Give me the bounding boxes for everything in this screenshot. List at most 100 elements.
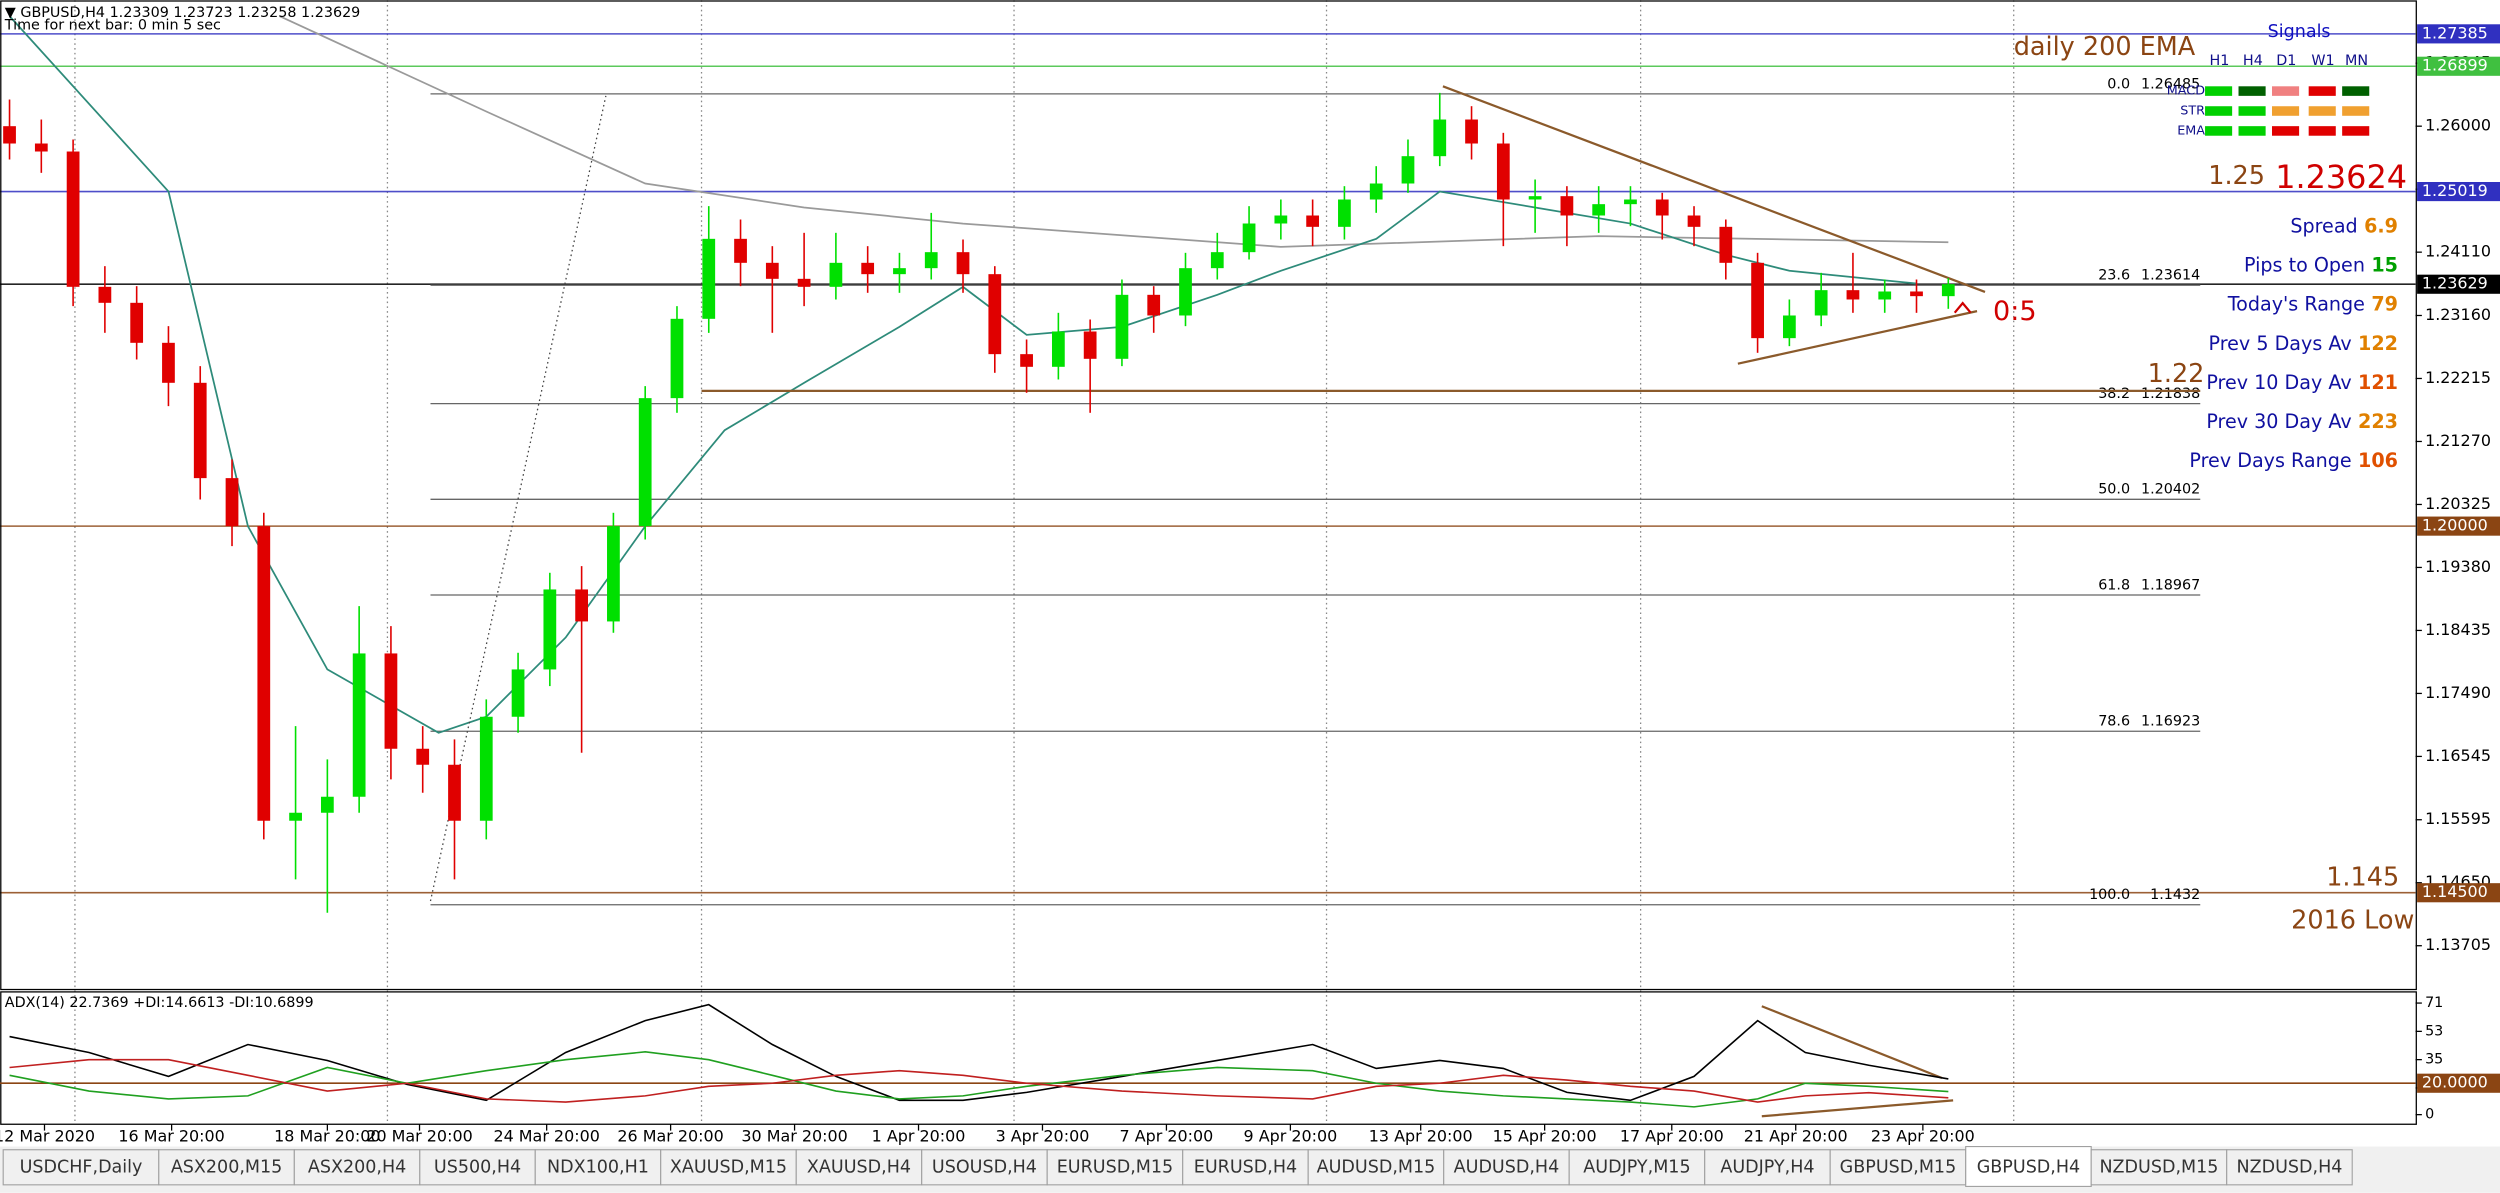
fib-price: 1.16923 — [2141, 714, 2200, 730]
candle-body — [893, 268, 906, 275]
price-label: 1.14500 — [2422, 882, 2488, 901]
y-tick-label: 1.18435 — [2425, 620, 2491, 639]
signal-cell — [2272, 86, 2300, 96]
candle-body — [1910, 291, 1923, 297]
tab-label[interactable]: NZDUSD,H4 — [2237, 1157, 2343, 1177]
candle-body — [670, 318, 684, 399]
stat: Today's Range 79 — [2227, 292, 2398, 315]
candle-body — [66, 151, 80, 287]
stats-panel: Spread 6.9 Pips to Open 15 Today's Range 79 Pr… — [2189, 214, 2398, 471]
stat-label: Prev 10 Day Av — [2206, 370, 2351, 393]
tab[interactable] — [1443, 1149, 1570, 1186]
price-label: 1.25019 — [2422, 181, 2488, 200]
candle-body — [1941, 284, 1955, 297]
stat-label: Prev Days Range — [2189, 448, 2351, 471]
close-price: 1.23629 — [301, 5, 360, 21]
candle-body — [1846, 290, 1860, 300]
tab[interactable] — [1829, 1149, 1967, 1186]
trend-lines — [429, 85, 2201, 1118]
candle-body — [511, 669, 525, 717]
x-tick-label: 26 Mar 20:00 — [617, 1126, 723, 1145]
fib-price: 1.1432 — [2150, 887, 2200, 903]
tab[interactable] — [1965, 1146, 2092, 1187]
x-tick-label: 23 Apr 20:00 — [1871, 1126, 1975, 1145]
signal-cell — [2308, 106, 2336, 116]
high-price: 1.23723 — [173, 5, 232, 21]
tab-label[interactable]: AUDJPY,H4 — [1720, 1157, 1814, 1177]
candle-body — [1179, 268, 1192, 316]
tab[interactable] — [1046, 1149, 1184, 1186]
stat-value: 6.9 — [2364, 214, 2398, 237]
candles — [3, 92, 1955, 913]
signal-column: H4 — [2243, 53, 2263, 69]
tab-label[interactable]: US500,H4 — [434, 1157, 521, 1177]
tab-label[interactable]: AUDUSD,H4 — [1454, 1157, 1560, 1177]
stat-label: Spread — [2290, 214, 2357, 237]
candle-body — [1782, 315, 1796, 339]
signals-panel: H1 H4 D1 W1 MN MACD STR EMA — [2167, 53, 2370, 138]
tab[interactable] — [2, 1149, 160, 1186]
tab[interactable] — [1704, 1149, 1831, 1186]
candle-body — [1560, 196, 1574, 216]
frames — [0, 0, 2417, 1125]
candle-body — [829, 262, 843, 287]
candle-body — [702, 238, 716, 319]
signal-cell — [2272, 126, 2300, 136]
candle-body — [98, 286, 112, 303]
candle-body — [193, 382, 207, 479]
tab[interactable] — [1568, 1149, 1706, 1186]
candle-body — [797, 278, 811, 287]
x-tick-label: 1 Apr 20:00 — [872, 1126, 966, 1145]
y-tick-label: 71 — [2425, 995, 2443, 1011]
tab[interactable] — [660, 1149, 797, 1186]
tab[interactable] — [1307, 1149, 1445, 1186]
tab[interactable] — [1182, 1149, 1309, 1186]
stat-value: 122 — [2358, 331, 2398, 354]
tab-label[interactable]: XAUUSD,M15 — [670, 1157, 787, 1177]
stat-value: 79 — [2371, 292, 2398, 315]
tab-label[interactable]: USDCHF,Daily — [20, 1157, 143, 1177]
candle-body — [448, 764, 461, 821]
tab-label[interactable]: GBPUSD,H4 — [1977, 1157, 2080, 1177]
y-tick-label: 1.21270 — [2425, 431, 2491, 450]
fib-price: 1.26485 — [2141, 76, 2200, 92]
tab-label[interactable]: XAUUSD,H4 — [807, 1157, 911, 1177]
candle-body — [1592, 204, 1606, 216]
candle-body — [1878, 291, 1892, 300]
tab-label[interactable]: ASX200,H4 — [308, 1157, 406, 1177]
tab[interactable] — [419, 1149, 536, 1186]
candle-body — [988, 274, 1002, 355]
y-tick-label: 1.20325 — [2425, 494, 2491, 513]
tab-label[interactable]: EURUSD,H4 — [1194, 1157, 1297, 1177]
tab[interactable] — [2090, 1149, 2228, 1186]
candle-body — [352, 653, 366, 797]
x-tick-label: 15 Apr 20:00 — [1493, 1126, 1597, 1145]
tab[interactable] — [2226, 1149, 2353, 1186]
signal-row: MACD — [2167, 84, 2205, 99]
fib-price: 1.23614 — [2141, 268, 2200, 284]
candle-body — [1655, 199, 1669, 216]
candle-body — [1242, 223, 1256, 253]
tab-label[interactable]: USOUSD,H4 — [932, 1157, 1037, 1177]
tab-label[interactable]: ASX200,M15 — [171, 1157, 283, 1177]
signal-cell — [2238, 106, 2266, 116]
tab-label[interactable]: NDX100,H1 — [547, 1157, 649, 1177]
tab[interactable] — [534, 1149, 662, 1186]
tab-label[interactable]: AUDUSD,M15 — [1317, 1157, 1436, 1177]
signal-cell — [2238, 86, 2266, 96]
tab-label[interactable]: AUDJPY,M15 — [1583, 1157, 1690, 1177]
tab-label[interactable]: EURUSD,M15 — [1057, 1157, 1173, 1177]
tab[interactable] — [921, 1149, 1048, 1186]
candle-body — [1719, 226, 1733, 263]
y-tick-label: 1.16545 — [2425, 746, 2491, 765]
signal-column: W1 — [2311, 53, 2334, 69]
tab-label[interactable]: GBPUSD,M15 — [1840, 1157, 1957, 1177]
candle-body — [1051, 331, 1065, 367]
fib-price: 1.18967 — [2141, 577, 2200, 593]
candle-body — [1401, 156, 1415, 184]
candle-body — [607, 526, 620, 622]
tab-label[interactable]: NZDUSD,M15 — [2099, 1157, 2218, 1177]
price-label-box — [2417, 883, 2500, 903]
stat: Prev 30 Day Av 223 — [2206, 409, 2398, 432]
